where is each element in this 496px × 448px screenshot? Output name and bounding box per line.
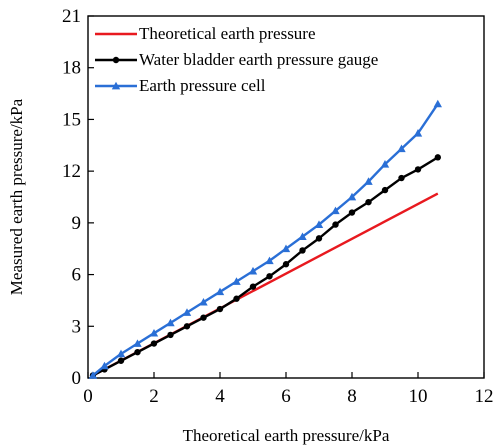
data-point: [266, 273, 273, 280]
data-point: [433, 99, 442, 108]
data-point: [183, 323, 191, 330]
x-axis-title: Theoretical earth pressure/kPa: [183, 426, 390, 445]
x-tick-label: 4: [215, 386, 225, 407]
data-point: [216, 305, 224, 313]
plot-frame: [87, 15, 485, 379]
data-point: [182, 308, 192, 316]
data-point: [133, 339, 142, 347]
legend: Theoretical earth pressure Water bladder …: [95, 24, 378, 95]
data-point: [134, 348, 141, 356]
data-point: [200, 314, 207, 321]
data-point: [397, 144, 406, 153]
data-point: [265, 256, 274, 265]
x-tick-label: 6: [281, 386, 291, 407]
legend-marker: [112, 56, 120, 64]
data-point: [365, 198, 372, 206]
x-ticks: 0 2 4 6 8 10 12: [83, 372, 494, 407]
data-point: [414, 166, 422, 173]
legend-item: Theoretical earth pressure: [95, 24, 316, 43]
legend-label: Earth pressure cell: [139, 76, 266, 95]
data-point: [233, 295, 240, 302]
series-2: [88, 99, 442, 379]
legend-item: Water bladder earth pressure gauge: [95, 50, 378, 69]
data-point: [116, 349, 126, 358]
data-point: [100, 361, 109, 370]
data-point: [380, 160, 390, 168]
y-tick-label: 6: [72, 265, 82, 286]
data-point: [167, 331, 174, 339]
legend-item: Earth pressure cell: [95, 76, 266, 95]
series-line: [92, 156, 439, 377]
y-tick-label: 15: [62, 109, 81, 130]
data-point: [299, 247, 306, 254]
x-tick-label: 12: [475, 386, 494, 407]
data-point: [248, 266, 258, 275]
data-point: [381, 186, 389, 194]
data-point: [298, 232, 307, 241]
y-ticks: 0 3 6 9 12 15 18 21: [62, 6, 94, 389]
y-axis-title: Measured earth pressure/kPa: [7, 98, 26, 295]
x-tick-label: 2: [149, 386, 159, 407]
x-tick-label: 0: [83, 386, 93, 407]
data-point: [315, 235, 323, 242]
legend-label: Theoretical earth pressure: [139, 24, 316, 43]
data-point: [434, 154, 441, 161]
data-point: [398, 174, 405, 182]
data-point: [166, 318, 175, 327]
x-tick-label: 10: [409, 386, 428, 407]
data-point: [281, 244, 291, 253]
data-point: [348, 209, 356, 216]
y-tick-label: 21: [62, 6, 81, 27]
data-point: [117, 357, 125, 364]
legend-label: Water bladder earth pressure gauge: [139, 50, 378, 69]
series-layer: [88, 99, 442, 379]
data-point: [199, 297, 208, 306]
legend-marker: [111, 81, 121, 90]
y-tick-label: 9: [72, 213, 82, 234]
data-point: [88, 371, 98, 379]
series-line: [92, 103, 439, 377]
y-tick-label: 18: [62, 58, 81, 79]
x-tick-label: 8: [347, 386, 357, 407]
data-point: [215, 287, 225, 296]
data-point: [314, 220, 324, 228]
data-point: [364, 177, 373, 185]
y-tick-label: 0: [72, 368, 82, 389]
data-point: [347, 192, 357, 201]
data-point: [232, 277, 241, 285]
data-point: [331, 206, 340, 215]
series-1: [89, 154, 441, 379]
data-point: [413, 129, 423, 137]
data-point: [332, 221, 339, 228]
data-point: [149, 328, 159, 337]
data-point: [150, 340, 158, 347]
data-point: [282, 261, 290, 268]
y-tick-label: 12: [62, 161, 81, 182]
data-point: [249, 283, 257, 290]
y-tick-label: 3: [72, 316, 82, 337]
